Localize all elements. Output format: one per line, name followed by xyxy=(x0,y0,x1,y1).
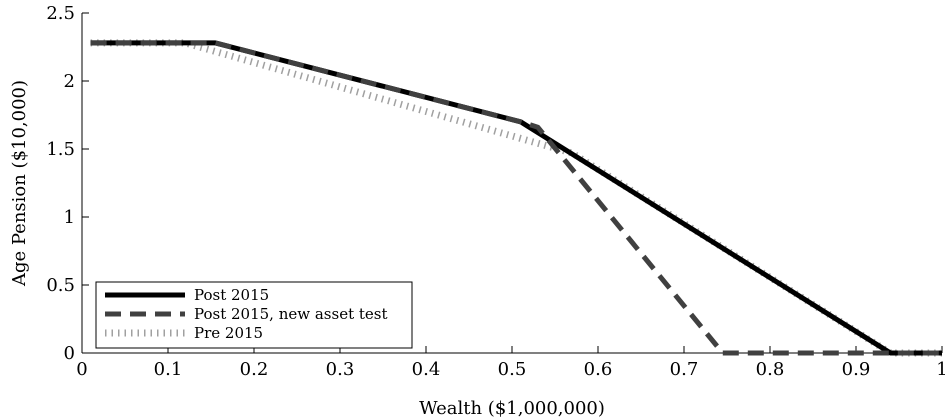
x-ticks: 0 0.1 0.2 0.3 0.4 0.5 0.6 0.7 0.8 0.9 1 xyxy=(76,346,945,380)
y-tick-label: 2.5 xyxy=(46,3,75,24)
legend-label: Post 2015 xyxy=(194,286,269,304)
x-tick-label: 0.9 xyxy=(842,359,871,380)
x-tick-label: 0.7 xyxy=(670,359,699,380)
legend-label: Post 2015, new asset test xyxy=(194,305,388,323)
y-axis-title: Age Pension ($10,000) xyxy=(9,80,30,287)
y-ticks: 0 0.5 1 1.5 2 2.5 xyxy=(46,3,89,364)
x-tick-label: 0.6 xyxy=(584,359,613,380)
y-tick-label: 2 xyxy=(64,71,75,92)
y-tick-label: 0.5 xyxy=(46,275,75,296)
series-lines xyxy=(90,39,942,357)
x-tick-label: 0.4 xyxy=(412,359,441,380)
x-tick-label: 0.1 xyxy=(154,359,183,380)
x-axis-title: Wealth ($1,000,000) xyxy=(419,398,605,419)
x-tick-label: 0.2 xyxy=(240,359,269,380)
y-tick-label: 1.5 xyxy=(46,139,75,160)
x-tick-label: 1 xyxy=(936,359,945,380)
x-tick-label: 0.8 xyxy=(756,359,785,380)
x-tick-label: 0 xyxy=(76,359,87,380)
y-tick-label: 0 xyxy=(64,343,75,364)
x-tick-label: 0.5 xyxy=(498,359,527,380)
legend-label: Pre 2015 xyxy=(194,324,263,342)
y-tick-label: 1 xyxy=(64,207,75,228)
x-tick-label: 0.3 xyxy=(326,359,355,380)
series-line-dashed xyxy=(90,40,942,356)
